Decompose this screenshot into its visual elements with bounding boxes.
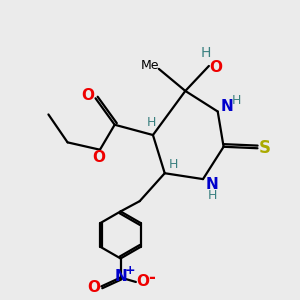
Text: Me: Me — [141, 59, 159, 72]
Text: H: H — [208, 189, 217, 202]
Text: O: O — [82, 88, 95, 103]
Text: H: H — [147, 116, 156, 129]
Text: O: O — [137, 274, 150, 290]
Text: -: - — [148, 268, 155, 286]
Text: N: N — [220, 99, 233, 114]
Text: S: S — [259, 139, 271, 157]
Text: O: O — [88, 280, 100, 295]
Text: H: H — [168, 158, 178, 171]
Text: H: H — [232, 94, 242, 107]
Text: +: + — [125, 264, 136, 277]
Text: H: H — [201, 46, 211, 60]
Text: O: O — [92, 150, 105, 165]
Text: O: O — [209, 60, 222, 75]
Text: N: N — [114, 269, 127, 284]
Text: N: N — [206, 177, 219, 192]
